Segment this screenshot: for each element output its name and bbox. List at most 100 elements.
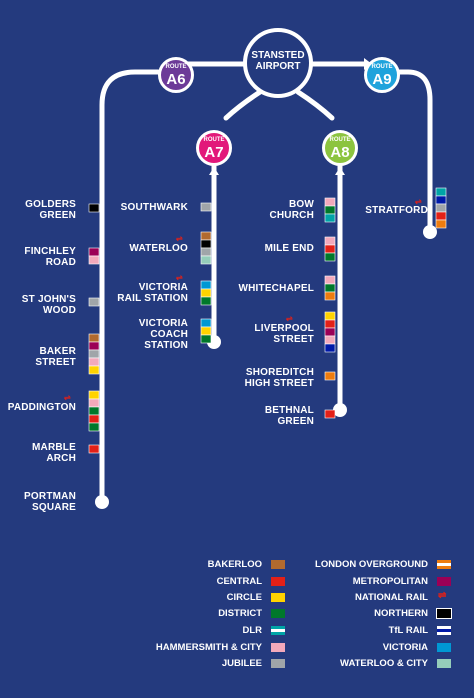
line-chip-circle [200,326,212,336]
route-a9-badge [364,57,400,93]
stop-portman-square: PORTMAN SQUARE [24,491,76,513]
legend-metropolitan: METROPOLITAN [352,576,428,587]
line-chip-overground [324,291,336,301]
legend-northern: NORTHERN [374,608,428,619]
line-chip-circle [200,288,212,298]
line-chip-central [88,414,100,424]
legend-waterloo-city: WATERLOO & CITY [340,658,428,669]
line-chip-overground [324,371,336,381]
line-chip-hammersmith [88,255,100,265]
route-a7-badge [196,130,232,166]
route-a8-label: A8 [330,144,350,161]
line-chip-tfl_rail [435,195,447,205]
stop-marble-arch: MARBLE ARCH [32,442,76,464]
stop-stratford: STRATFORD [365,205,428,216]
route-a9-line [309,61,433,235]
stop-shoreditch: SHOREDITCH HIGH STREET [244,367,314,389]
line-chip-circle [324,311,336,321]
line-chip-district [88,406,100,416]
legend-jubilee: JUBILEE [221,658,262,669]
legend-national-rail: NATIONAL RAIL [354,592,428,603]
line-chip-metropolitan [88,247,100,257]
route-a7-label: A7 [204,144,224,161]
stop-whitechapel: WHITECHAPEL [238,283,314,294]
stop-liverpool-street: LIVERPOOL STREET [254,323,314,345]
national-rail-icon-paddington: ⇌ [64,393,71,402]
stop-victoria-coach: VICTORIA COACH STATION [138,318,188,351]
route-a7-small: ROUTE [203,137,225,143]
arrow-a7 [209,167,219,175]
legend-district-swatch [271,609,285,618]
line-chip-overground [435,219,447,229]
stop-golders-green: GOLDERS GREEN [25,199,76,221]
line-chip-circle [88,365,100,375]
line-chip-victoria [200,280,212,290]
line-chip-central [324,319,336,329]
line-chip-hammersmith [88,357,100,367]
legend-district: DISTRICT [218,608,262,619]
line-chip-waterloo_city [200,255,212,265]
stop-southwark: SOUTHWARK [120,202,188,213]
line-chip-metropolitan [88,341,100,351]
legend-bakerloo: BAKERLOO [207,559,262,570]
national-rail-icon-waterloo: ⇌ [176,234,183,243]
line-chip-central [88,444,100,454]
legend-jubilee-swatch [271,659,285,668]
legend-tfl-rail: TfL RAIL [388,625,428,636]
stop-bethnal-terminus [333,403,347,417]
stop-mile-end: MILE END [264,243,314,254]
stansted-hub [243,28,313,98]
stop-finchley-road: FINCHLEY ROAD [24,246,76,268]
legend-northern-swatch [436,608,452,619]
legend-victoria-swatch [437,643,451,652]
route-a9-small: ROUTE [371,64,393,70]
route-a9-label: A9 [372,71,392,88]
national-rail-icon-liverpool: ⇌ [286,314,293,323]
national-rail-icon-stratford: ⇌ [415,197,422,206]
route-a8-line [295,89,343,413]
line-chip-hammersmith [324,335,336,345]
line-chip-district [324,283,336,293]
stop-baker-street: BAKER STREET [35,346,76,368]
line-chip-circle [88,390,100,400]
legend-hammersmith: HAMMERSMITH & CITY [155,642,262,653]
legend-hammersmith-swatch [271,643,285,652]
route-a8-badge [322,130,358,166]
line-chip-district [324,252,336,262]
stansted-label: STANSTED AIRPORT [243,50,313,72]
line-chip-jubilee [88,297,100,307]
stop-victoria-rail: VICTORIA RAIL STATION [117,282,188,304]
hub-line1: STANSTED [251,50,305,61]
route-a6-small: ROUTE [165,64,187,70]
legend-overground: LONDON OVERGROUND [315,559,428,570]
line-chip-central [435,211,447,221]
stop-portman-terminus [95,495,109,509]
line-chip-district [200,334,212,344]
line-chip-bakerloo [88,333,100,343]
legend-waterloo-city-swatch [437,659,451,668]
line-chip-bakerloo [200,231,212,241]
line-chip-hammersmith [88,398,100,408]
stop-bethnal-green: BETHNAL GREEN [264,405,314,427]
legend-tfl-rail-swatch [437,626,451,635]
stop-st-johns-wood: ST JOHN'S WOOD [21,294,76,316]
line-chip-hammersmith [324,275,336,285]
line-chip-district [200,296,212,306]
route-a6-badge [158,57,194,93]
line-chip-northern [200,239,212,249]
line-chip-district [88,422,100,432]
line-chip-jubilee [200,202,212,212]
route-a6-label: A6 [166,71,186,88]
line-chip-tfl_rail [324,343,336,353]
line-chip-metropolitan [324,327,336,337]
legend-dlr-swatch [271,626,285,635]
line-chip-hammersmith [324,197,336,207]
line-chip-central [324,409,336,419]
arrow-a8 [335,167,345,175]
stop-waterloo: WATERLOO [129,243,188,254]
line-chip-district [324,205,336,215]
line-chip-central [324,244,336,254]
line-chip-jubilee [435,203,447,213]
legend-central: CENTRAL [216,576,262,587]
